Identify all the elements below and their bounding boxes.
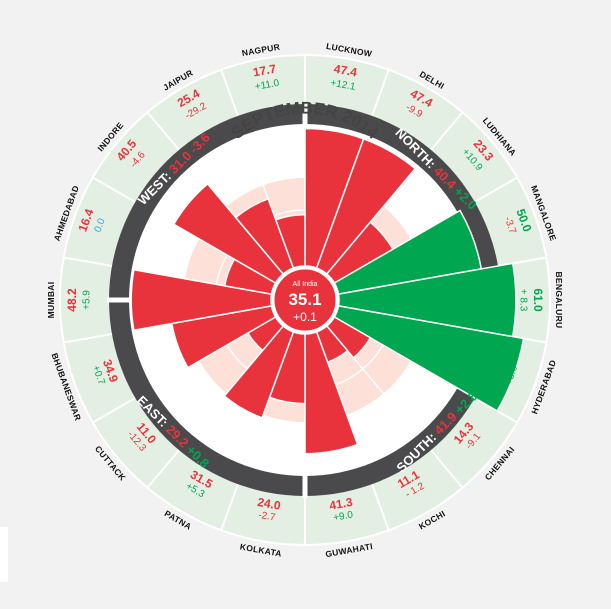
city-bar bbox=[223, 324, 295, 419]
all-india-change: +0.1 bbox=[293, 310, 317, 324]
band-divider bbox=[92, 176, 136, 203]
center-circle bbox=[271, 266, 339, 334]
band-divider bbox=[371, 69, 390, 117]
city-bar bbox=[274, 213, 306, 270]
city-change: 0.0 bbox=[93, 217, 108, 234]
band-divider bbox=[430, 449, 464, 489]
city-value: 47.4 bbox=[333, 62, 359, 80]
left-edge-strip bbox=[0, 527, 8, 582]
city-name: MUMBAI bbox=[46, 282, 56, 319]
city-change: + 8.3 bbox=[518, 289, 529, 312]
city-change: +12.1 bbox=[329, 78, 356, 93]
city-value: 41.3 bbox=[328, 495, 354, 513]
city-change: -2.7 bbox=[257, 510, 276, 524]
city-bar bbox=[130, 268, 273, 332]
all-india-label: All India bbox=[293, 281, 318, 288]
band-divider bbox=[430, 111, 464, 151]
city-bar bbox=[315, 137, 417, 276]
city-change: +11.0 bbox=[254, 78, 281, 93]
city-value: 61.0 bbox=[531, 288, 545, 312]
city-value: 48.2 bbox=[65, 288, 79, 312]
city-bar bbox=[304, 330, 359, 455]
band-divider bbox=[146, 111, 180, 151]
city-name: BENGALURU bbox=[554, 271, 564, 328]
band-divider bbox=[92, 397, 136, 424]
city-bar bbox=[333, 305, 525, 412]
all-india-value: 35.1 bbox=[288, 290, 321, 309]
band-divider bbox=[220, 69, 239, 117]
band-divider bbox=[63, 256, 113, 267]
band-divider bbox=[63, 333, 113, 344]
city-bar bbox=[172, 182, 285, 285]
city-change: +9.0 bbox=[333, 509, 355, 523]
band-divider bbox=[474, 176, 518, 203]
city-value: 17.7 bbox=[252, 62, 278, 80]
all-india-center: All India 35.1 +0.1 bbox=[271, 266, 339, 334]
city-change: +5.9 bbox=[82, 290, 93, 310]
band-divider bbox=[146, 449, 180, 489]
band-divider bbox=[371, 483, 390, 531]
city-value: 24.0 bbox=[256, 495, 282, 513]
band-divider bbox=[220, 483, 239, 531]
city-bars bbox=[130, 127, 525, 455]
